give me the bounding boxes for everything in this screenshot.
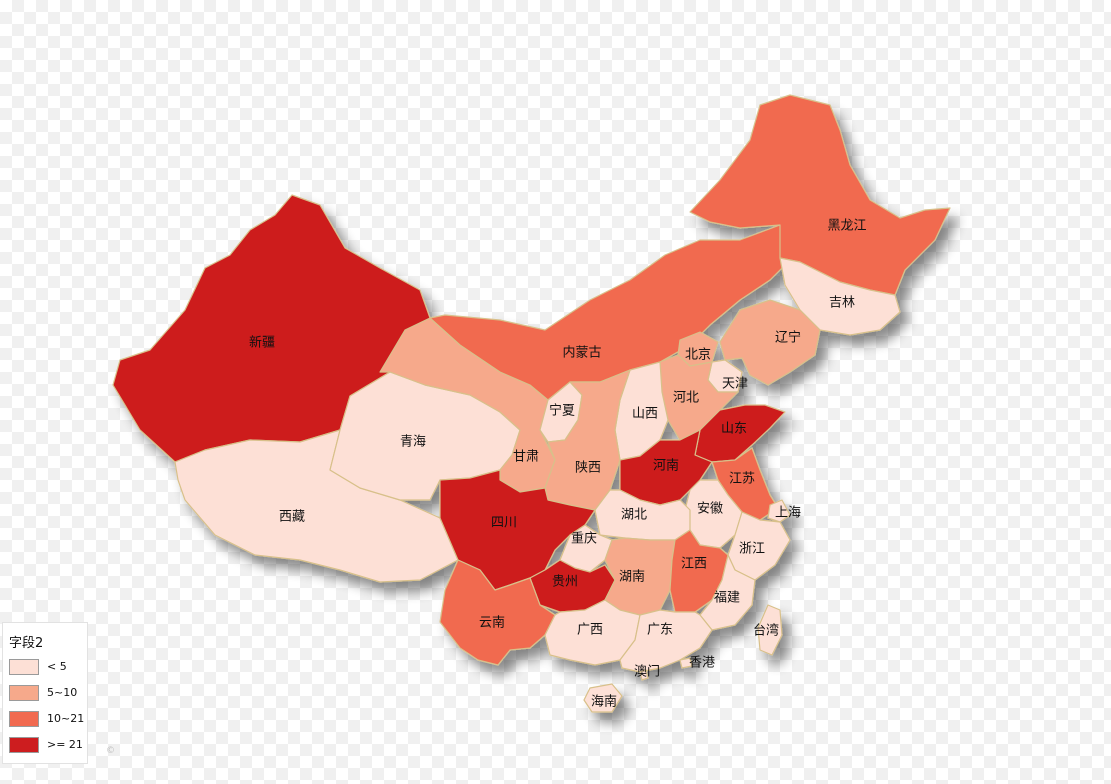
- province-shanghai[interactable]: [767, 499, 791, 523]
- label-hubei: 湖北: [621, 508, 647, 523]
- label-neimenggu: 内蒙古: [562, 345, 601, 361]
- province-guangdong[interactable]: [619, 609, 713, 673]
- label-shaanxi: 陕西: [575, 461, 601, 476]
- label-chongqing: 重庆: [571, 531, 597, 547]
- copyright-mark: ©: [106, 746, 115, 756]
- label-zhejiang: 浙江: [739, 542, 765, 557]
- legend: 字段2 < 5 5~10 10~21 >= 21: [2, 622, 88, 764]
- label-jiangsu: 江苏: [729, 471, 755, 487]
- province-neimenggu[interactable]: [429, 224, 791, 401]
- legend-label-10to21: 10~21: [47, 712, 85, 725]
- legend-swatch-10to21: [9, 711, 39, 727]
- legend-swatch-lt5: [9, 659, 39, 675]
- legend-item-10to21[interactable]: 10~21: [9, 711, 85, 729]
- label-liaoning: 辽宁: [775, 330, 801, 346]
- province-xianggang[interactable]: [679, 657, 693, 669]
- label-hunan: 湖南: [619, 569, 645, 585]
- legend-item-ge21[interactable]: >= 21: [9, 737, 85, 755]
- label-gansu: 甘肃: [513, 450, 539, 465]
- label-xizang: 西藏: [279, 510, 305, 525]
- label-taiwan: 台湾: [753, 623, 779, 639]
- province-fujian[interactable]: [699, 554, 756, 631]
- label-guizhou: 贵州: [552, 575, 578, 590]
- label-henan: 河南: [653, 458, 679, 474]
- label-guangxi: 广西: [577, 623, 603, 638]
- label-xianggang: 香港: [689, 656, 715, 671]
- label-shanghai: 上海: [775, 506, 801, 521]
- legend-item-lt5[interactable]: < 5: [9, 659, 85, 677]
- legend-label-ge21: >= 21: [47, 738, 83, 751]
- legend-swatch-5to10: [9, 685, 39, 701]
- label-fujian: 福建: [714, 591, 740, 606]
- label-tianjin: 天津: [722, 377, 748, 392]
- province-yunnan[interactable]: [439, 559, 556, 666]
- label-ningxia: 宁夏: [549, 403, 575, 419]
- legend-label-lt5: < 5: [47, 660, 67, 673]
- label-shanxi: 山西: [632, 407, 658, 422]
- label-hainan: 海南: [591, 694, 617, 710]
- province-hainan[interactable]: [583, 683, 623, 713]
- label-shandong: 山东: [721, 422, 747, 437]
- label-anhui: 安徽: [697, 502, 723, 517]
- label-xinjiang: 新疆: [249, 335, 275, 351]
- legend-title: 字段2: [9, 636, 44, 651]
- legend-swatch-ge21: [9, 737, 39, 753]
- legend-label-5to10: 5~10: [47, 686, 78, 699]
- province-heilongjiang[interactable]: [689, 94, 951, 296]
- label-beijing: 北京: [685, 348, 711, 363]
- province-taiwan[interactable]: [757, 604, 783, 656]
- province-guizhou[interactable]: [529, 559, 616, 613]
- label-sichuan: 四川: [491, 516, 517, 531]
- label-jiangxi: 江西: [681, 557, 707, 572]
- label-guangdong: 广东: [647, 623, 673, 638]
- label-jilin: 吉林: [829, 296, 855, 311]
- label-aomen: 澳门: [634, 664, 660, 680]
- province-jilin[interactable]: [779, 257, 901, 336]
- label-qinghai: 青海: [400, 435, 426, 450]
- legend-item-5to10[interactable]: 5~10: [9, 685, 85, 703]
- province-liaoning[interactable]: [719, 299, 821, 386]
- label-hebei: 河北: [673, 391, 699, 406]
- label-heilongjiang: 黑龙江: [827, 219, 866, 234]
- province-aomen[interactable]: [639, 669, 649, 681]
- label-yunnan: 云南: [479, 615, 505, 631]
